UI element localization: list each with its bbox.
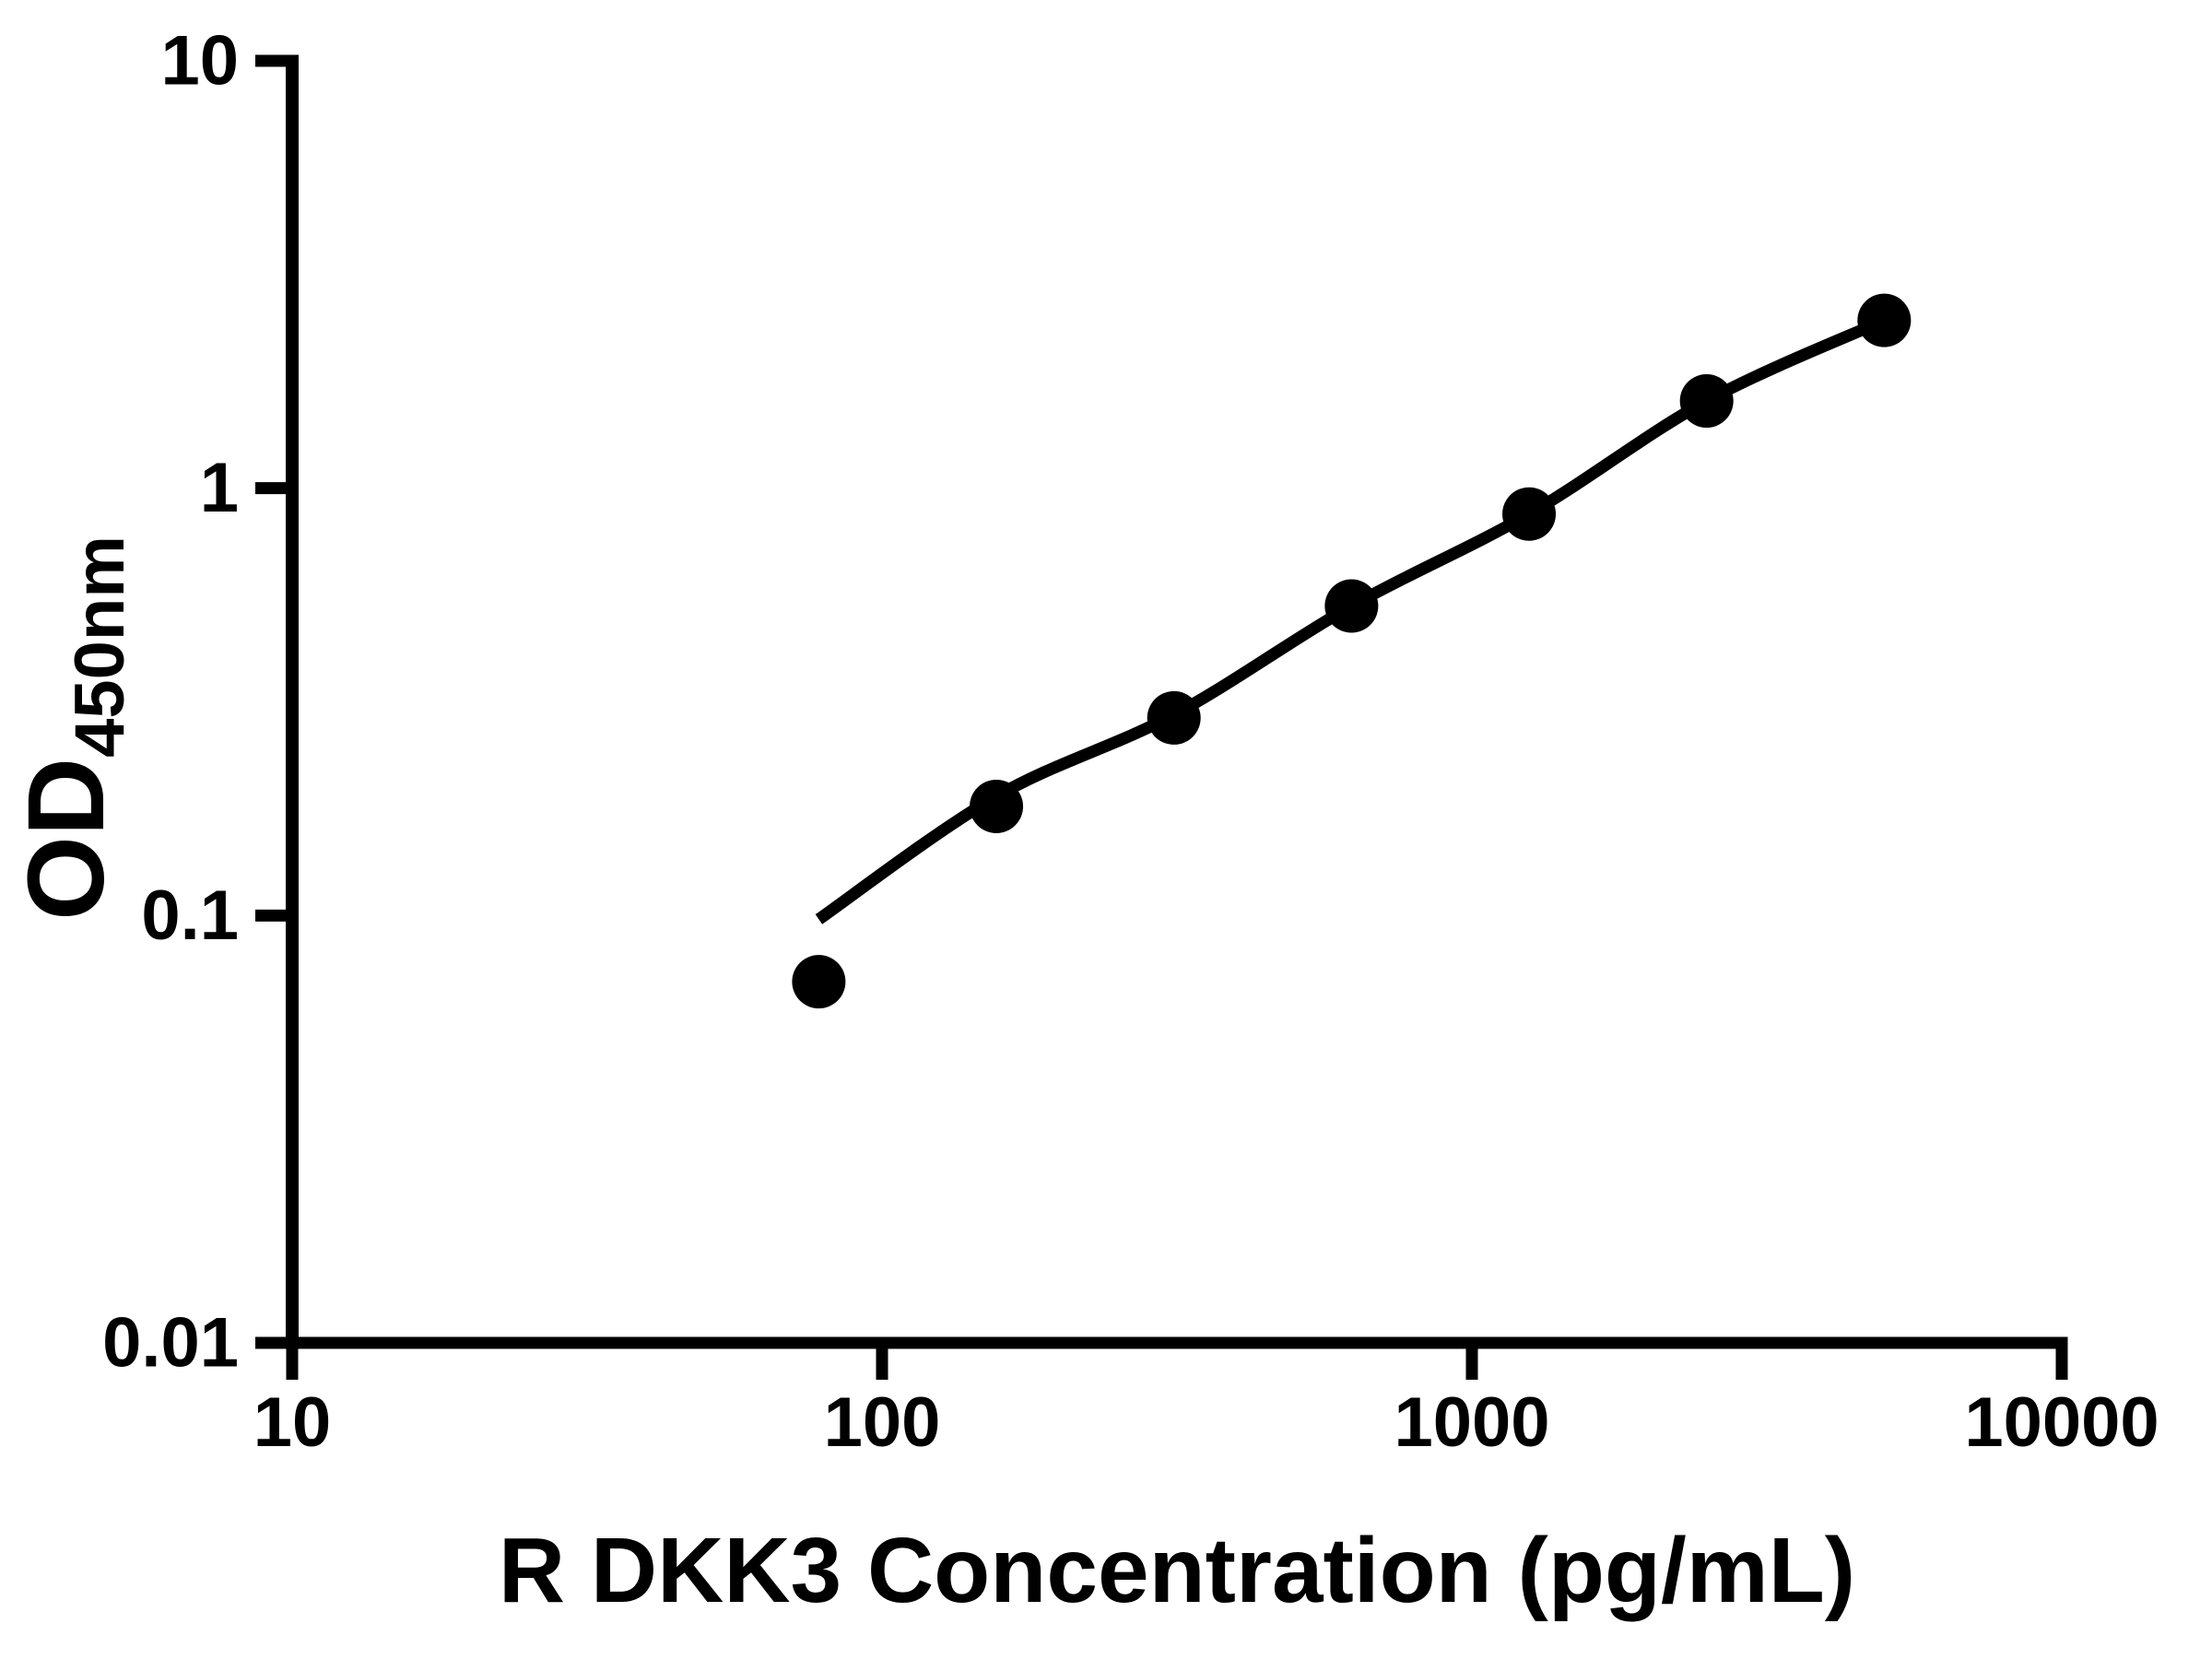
x-tick-label: 10 <box>253 1383 332 1462</box>
y-axis-ticks: 10 1 0.1 0.01 <box>102 22 292 1382</box>
data-series <box>792 293 1912 1009</box>
y-axis-title-subscript: 450nm <box>61 535 139 758</box>
y-tick-label: 0.1 <box>141 877 239 955</box>
x-tick-label: 1000 <box>1394 1383 1549 1462</box>
y-tick-label: 1 <box>200 449 239 527</box>
data-point-marker <box>970 779 1024 833</box>
x-axis-title: R DKK3 Concentration (pg/mL) <box>499 1519 1855 1622</box>
x-tick-label: 100 <box>824 1383 941 1462</box>
data-point-marker <box>1679 374 1734 429</box>
y-axis-title: OD450nm <box>6 535 139 921</box>
x-tick-label: 10000 <box>1964 1383 2159 1462</box>
data-point-marker <box>1147 690 1201 745</box>
data-point-marker <box>1324 579 1379 633</box>
y-tick-label: 10 <box>160 22 239 100</box>
data-point-marker <box>792 955 846 1009</box>
data-point-marker <box>1857 293 1912 347</box>
y-tick-label: 0.01 <box>102 1304 239 1382</box>
y-axis-title-main: OD <box>6 758 127 921</box>
x-axis-ticks: 10 100 1000 10000 <box>253 1343 2159 1462</box>
data-point-marker <box>1502 487 1557 541</box>
